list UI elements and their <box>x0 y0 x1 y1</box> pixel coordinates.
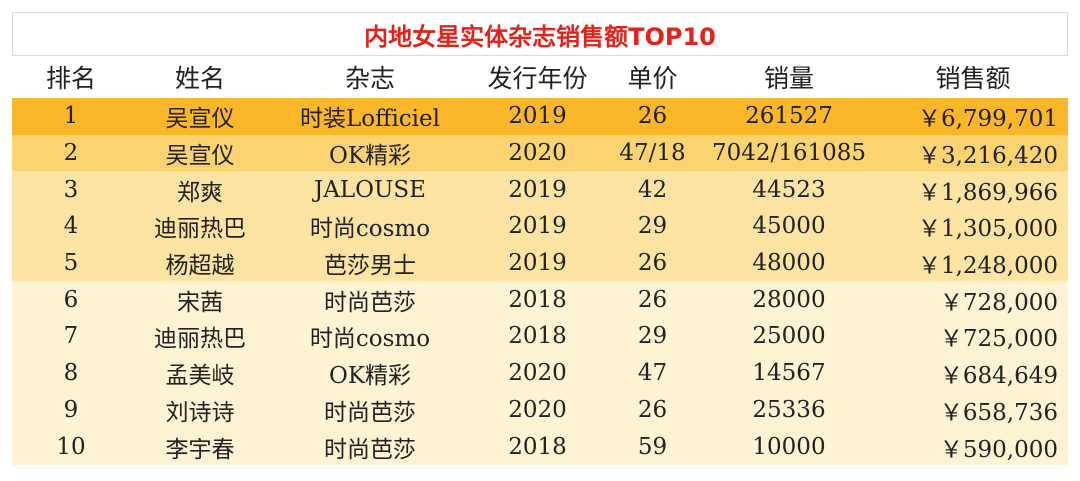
cell-name: 杨超越 <box>130 244 270 282</box>
table-row: 2 吴宣仪 OK精彩 2020 47/18 7042/161085 ￥3,216,420 <box>12 134 1068 172</box>
table-row: 7 迪丽热巴 时尚cosmo 2018 29 25000 ￥725,000 <box>12 318 1068 355</box>
cell-rank: 4 <box>12 208 130 245</box>
cell-sales: 14567 <box>700 354 878 392</box>
table-row: 6 宋茜 时尚芭莎 2018 26 28000 ￥728,000 <box>12 281 1068 319</box>
sales-table: 排名 姓名 杂志 发行年份 单价 销量 销售额 1 吴宣仪 时装Lofficiel 2… <box>12 56 1068 465</box>
cell-revenue: ￥684,649 <box>878 354 1068 392</box>
header-rank: 排名 <box>12 56 130 98</box>
cell-year: 2018 <box>470 281 605 319</box>
cell-magazine: 时尚芭莎 <box>270 428 470 465</box>
table-row: 1 吴宣仪 时装Lofficiel 2019 26 261527 ￥6,799,701 <box>12 98 1068 135</box>
cell-magazine: JALOUSE <box>270 171 470 209</box>
cell-name: 孟美岐 <box>130 354 270 392</box>
cell-sales: 45000 <box>700 208 878 245</box>
cell-price: 29 <box>605 208 700 245</box>
table-row: 9 刘诗诗 时尚芭莎 2020 26 25336 ￥658,736 <box>12 391 1068 429</box>
cell-name: 吴宣仪 <box>130 98 270 135</box>
header-name: 姓名 <box>130 56 270 98</box>
cell-sales: 44523 <box>700 171 878 209</box>
table-row: 5 杨超越 芭莎男士 2019 26 48000 ￥1,248,000 <box>12 244 1068 282</box>
cell-revenue: ￥1,248,000 <box>878 244 1068 282</box>
table-title: 内地女星实体杂志销售额TOP10 <box>12 12 1068 56</box>
cell-sales: 28000 <box>700 281 878 319</box>
header-magazine: 杂志 <box>270 56 470 98</box>
table-body: 1 吴宣仪 时装Lofficiel 2019 26 261527 ￥6,799,701 2 吴宣… <box>12 98 1068 465</box>
cell-magazine: OK精彩 <box>270 354 470 392</box>
cell-magazine: 时尚芭莎 <box>270 281 470 319</box>
cell-revenue: ￥658,736 <box>878 391 1068 429</box>
header-row: 排名 姓名 杂志 发行年份 单价 销量 销售额 <box>12 56 1068 98</box>
cell-magazine: 时尚cosmo <box>270 318 470 355</box>
cell-price: 42 <box>605 171 700 209</box>
cell-name: 刘诗诗 <box>130 391 270 429</box>
cell-year: 2019 <box>470 98 605 135</box>
header-sales: 销量 <box>700 56 878 98</box>
cell-revenue: ￥1,869,966 <box>878 171 1068 209</box>
cell-year: 2020 <box>470 391 605 429</box>
cell-rank: 3 <box>12 171 130 209</box>
cell-name: 迪丽热巴 <box>130 318 270 355</box>
cell-revenue: ￥1,305,000 <box>878 208 1068 245</box>
cell-rank: 9 <box>12 391 130 429</box>
table-row: 8 孟美岐 OK精彩 2020 47 14567 ￥684,649 <box>12 354 1068 392</box>
cell-magazine: 时装Lofficiel <box>270 98 470 135</box>
cell-price: 26 <box>605 391 700 429</box>
cell-sales: 25336 <box>700 391 878 429</box>
cell-rank: 2 <box>12 134 130 172</box>
cell-rank: 10 <box>12 428 130 465</box>
cell-revenue: ￥728,000 <box>878 281 1068 319</box>
cell-revenue: ￥725,000 <box>878 318 1068 355</box>
header-price: 单价 <box>605 56 700 98</box>
cell-year: 2018 <box>470 428 605 465</box>
cell-revenue: ￥590,000 <box>878 428 1068 465</box>
cell-sales: 25000 <box>700 318 878 355</box>
header-year: 发行年份 <box>470 56 605 98</box>
cell-year: 2020 <box>470 134 605 172</box>
cell-price: 47/18 <box>605 134 700 172</box>
cell-magazine: OK精彩 <box>270 134 470 172</box>
cell-sales: 10000 <box>700 428 878 465</box>
cell-rank: 1 <box>12 98 130 135</box>
cell-price: 26 <box>605 281 700 319</box>
cell-year: 2019 <box>470 208 605 245</box>
cell-revenue: ￥3,216,420 <box>878 134 1068 172</box>
cell-year: 2018 <box>470 318 605 355</box>
cell-sales: 7042/161085 <box>700 134 878 172</box>
cell-name: 吴宣仪 <box>130 134 270 172</box>
cell-price: 59 <box>605 428 700 465</box>
cell-rank: 6 <box>12 281 130 319</box>
cell-price: 26 <box>605 244 700 282</box>
cell-revenue: ￥6,799,701 <box>878 98 1068 135</box>
cell-year: 2019 <box>470 171 605 209</box>
cell-price: 26 <box>605 98 700 135</box>
cell-magazine: 时尚芭莎 <box>270 391 470 429</box>
cell-magazine: 时尚cosmo <box>270 208 470 245</box>
cell-name: 迪丽热巴 <box>130 208 270 245</box>
table-row: 4 迪丽热巴 时尚cosmo 2019 29 45000 ￥1,305,000 <box>12 208 1068 245</box>
cell-price: 29 <box>605 318 700 355</box>
cell-sales: 261527 <box>700 98 878 135</box>
cell-sales: 48000 <box>700 244 878 282</box>
cell-rank: 5 <box>12 244 130 282</box>
cell-rank: 8 <box>12 354 130 392</box>
cell-magazine: 芭莎男士 <box>270 244 470 282</box>
cell-rank: 7 <box>12 318 130 355</box>
cell-price: 47 <box>605 354 700 392</box>
cell-year: 2020 <box>470 354 605 392</box>
sales-table-container: 内地女星实体杂志销售额TOP10 排名 姓名 杂志 发行年份 单价 销量 销售额… <box>12 12 1068 465</box>
table-row: 3 郑爽 JALOUSE 2019 42 44523 ￥1,869,966 <box>12 171 1068 209</box>
cell-name: 郑爽 <box>130 171 270 209</box>
cell-year: 2019 <box>470 244 605 282</box>
header-revenue: 销售额 <box>878 56 1068 98</box>
table-row: 10 李宇春 时尚芭莎 2018 59 10000 ￥590,000 <box>12 428 1068 465</box>
cell-name: 宋茜 <box>130 281 270 319</box>
cell-name: 李宇春 <box>130 428 270 465</box>
